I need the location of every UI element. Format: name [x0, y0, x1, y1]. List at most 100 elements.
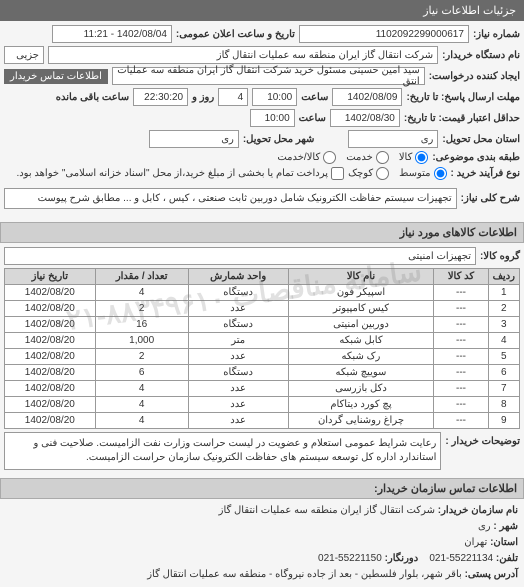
goods-section-title: اطلاعات کالاهای مورد نیاز — [0, 222, 524, 243]
table-cell: دکل بازرسی — [288, 381, 434, 397]
process-opt2-lbl: کوچک — [348, 168, 373, 179]
table-cell: --- — [434, 397, 488, 413]
fprov-lbl: استان: — [490, 537, 518, 548]
fprov-val: تهران — [464, 537, 487, 548]
table-cell: 1402/08/20 — [5, 381, 96, 397]
panel-header: جزئیات اطلاعات نیاز — [0, 0, 524, 21]
table-cell: 2 — [95, 349, 188, 365]
budget-radio-2[interactable] — [376, 151, 389, 164]
city-label: شهر محل تحویل: — [243, 134, 315, 145]
table-cell: عدد — [188, 349, 288, 365]
process-radios: متوسط کوچک — [348, 167, 446, 180]
table-row: 7---دکل بازرسیعدد41402/08/20 — [5, 381, 520, 397]
table-cell: --- — [434, 349, 488, 365]
table-header-cell: واحد شمارش — [188, 269, 288, 285]
table-cell: 2 — [488, 301, 519, 317]
goods-table: ردیفکد کالانام کالاواحد شمارشتعداد / مقد… — [4, 268, 520, 429]
budget-label: طبقه بندی موضوعی: — [432, 152, 520, 163]
deadline2-time-label: ساعت — [299, 113, 326, 124]
fcity-lbl: شهر : — [493, 521, 518, 532]
table-row: 6---سوییچ شبکهدستگاه61402/08/20 — [5, 365, 520, 381]
table-cell: 4 — [95, 413, 188, 429]
deadline2-label: حداقل اعتبار قیمت: تا تاریخ: — [404, 113, 520, 124]
deadline1-time-label: ساعت — [301, 92, 328, 103]
panel-title: جزئیات اطلاعات نیاز — [423, 5, 516, 17]
treasury-note-check[interactable]: پرداخت تمام یا بخشی از مبلغ خرید،از محل … — [16, 167, 344, 180]
table-cell: کیس کامپیوتر — [288, 301, 434, 317]
budget-opt1-lbl: کالا — [399, 152, 413, 163]
fax-lbl: دورنگار: — [385, 553, 419, 564]
header-section: شماره نیاز: 1102092299000617 تاریخ و ساع… — [0, 21, 524, 218]
table-cell: 5 — [488, 349, 519, 365]
table-row: 2---کیس کامپیوترعدد21402/08/20 — [5, 301, 520, 317]
process-radio-2[interactable] — [376, 167, 389, 180]
table-cell: دستگاه — [188, 317, 288, 333]
table-header-cell: تعداد / مقدار — [95, 269, 188, 285]
table-cell: متر — [188, 333, 288, 349]
remarks-text: رعایت شرایط عمومی استعلام و عضویت در لیس… — [4, 432, 441, 470]
req-no-label: شماره نیاز: — [473, 29, 520, 40]
deadline2-date: 1402/08/30 — [330, 109, 400, 127]
table-header-cell: نام کالا — [288, 269, 434, 285]
deadline1-time: 10:00 — [252, 88, 297, 106]
table-cell: پچ کورد دیتاکام — [288, 397, 434, 413]
creator-field: سید امین حسینی مسئول خرید شرکت انتقال گا… — [112, 67, 425, 85]
budget-opt2-lbl: خدمت — [346, 152, 373, 163]
table-row: 4---کابل شبکهمتر1,0001402/08/20 — [5, 333, 520, 349]
table-cell: --- — [434, 413, 488, 429]
province-label: استان محل تحویل: — [442, 134, 520, 145]
process-opt-small[interactable]: کوچک — [348, 167, 389, 180]
table-header-cell: ردیف — [488, 269, 519, 285]
table-cell: --- — [434, 301, 488, 317]
org-lbl: نام سازمان خریدار: — [438, 505, 518, 516]
table-cell: 9 — [488, 413, 519, 429]
table-cell: 1402/08/20 — [5, 349, 96, 365]
province-field: ری — [348, 130, 438, 148]
treasury-checkbox[interactable] — [331, 167, 344, 180]
announce-label: تاریخ و ساعت اعلان عمومی: — [176, 29, 295, 40]
budget-opt3-lbl: کالا/خدمت — [277, 152, 320, 163]
table-row: 8---پچ کورد دیتاکامعدد41402/08/20 — [5, 397, 520, 413]
process-opt-medium[interactable]: متوسط — [399, 167, 446, 180]
budget-radio-3[interactable] — [323, 151, 336, 164]
contact-buyer-button[interactable]: اطلاعات تماس خریدار — [4, 69, 108, 84]
phone-lbl: تلفن: — [496, 553, 518, 564]
table-cell: --- — [434, 285, 488, 301]
process-label: نوع فرآیند خرید : — [451, 168, 520, 179]
remarks-label: توضیحات خریدار : — [445, 432, 520, 447]
process-radio-1[interactable] — [434, 167, 447, 180]
remain-days-lbl: روز و — [192, 92, 214, 103]
budget-opt-both[interactable]: کالا/خدمت — [277, 151, 336, 164]
table-row: 1---اسپیکر فوندستگاه41402/08/20 — [5, 285, 520, 301]
table-cell: 2 — [95, 301, 188, 317]
budget-opt-goods[interactable]: کالا — [399, 151, 429, 164]
org-val: شرکت انتقال گاز ایران منطقه سه عملیات ان… — [219, 505, 435, 516]
table-cell: اسپیکر فون — [288, 285, 434, 301]
table-cell: --- — [434, 381, 488, 397]
budget-radio-1[interactable] — [415, 151, 428, 164]
table-cell: 1402/08/20 — [5, 317, 96, 333]
addr-lbl: آدرس پستی: — [465, 569, 518, 580]
goods-header-row: ردیفکد کالانام کالاواحد شمارشتعداد / مقد… — [5, 269, 520, 285]
table-header-cell: تاریخ نیاز — [5, 269, 96, 285]
table-cell: 1402/08/20 — [5, 397, 96, 413]
creator-label: ایجاد کننده درخواست: — [429, 71, 520, 82]
table-header-cell: کد کالا — [434, 269, 488, 285]
table-cell: کابل شبکه — [288, 333, 434, 349]
buyer-org-field: شرکت انتقال گاز ایران منطقه سه عملیات ان… — [48, 46, 438, 64]
deadline1-label: مهلت ارسال پاسخ: تا تاریخ: — [406, 92, 520, 103]
process-opt1-lbl: متوسط — [399, 168, 430, 179]
req-no-field: 1102092299000617 — [299, 25, 469, 43]
city-field: ری — [149, 130, 239, 148]
deadline2-time: 10:00 — [250, 109, 295, 127]
fax-val: 55221150-021 — [318, 553, 382, 564]
table-cell: دوربین امنیتی — [288, 317, 434, 333]
goods-section: گروه کالا: تجهیزات امنیتی ردیفکد کالانام… — [0, 243, 524, 474]
table-cell: --- — [434, 333, 488, 349]
table-cell: عدد — [188, 413, 288, 429]
table-cell: 1 — [488, 285, 519, 301]
table-cell: عدد — [188, 397, 288, 413]
remain-time-lbl: ساعت باقی مانده — [56, 92, 129, 103]
table-row: 5---رک شبکهعدد21402/08/20 — [5, 349, 520, 365]
budget-opt-service[interactable]: خدمت — [346, 151, 389, 164]
